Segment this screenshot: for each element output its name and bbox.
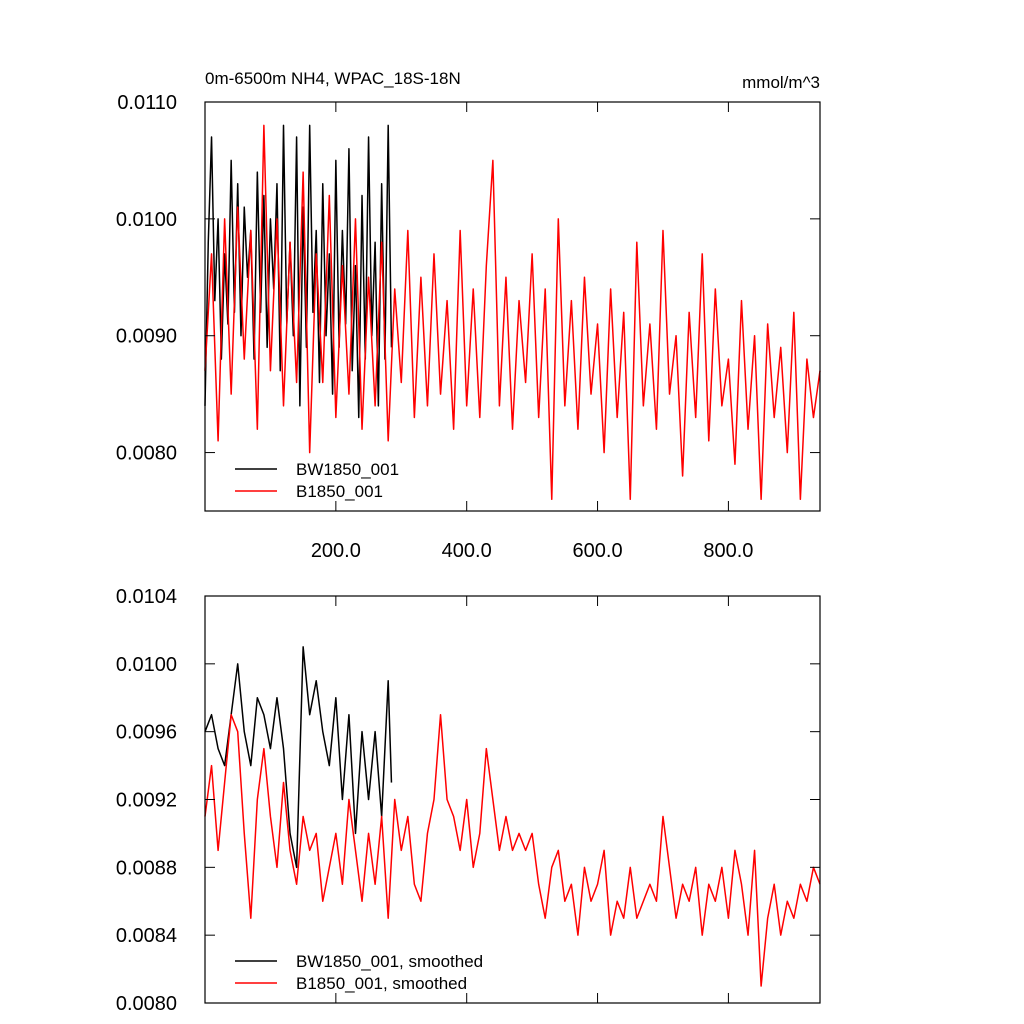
y-tick-label: 0.0100	[116, 209, 177, 231]
data-line	[204, 124, 393, 419]
legend-label: BW1850_001	[296, 460, 399, 479]
y-tick-label: 0.0100	[116, 654, 177, 676]
legend-label: BW1850_001, smoothed	[296, 952, 483, 971]
y-tick-label: 0.0088	[116, 857, 177, 879]
y-tick-label: 0.0084	[116, 925, 177, 947]
y-tick-label: 0.0110	[117, 92, 177, 114]
legend-label: B1850_001, smoothed	[296, 974, 467, 993]
units-label: mmol/m^3	[742, 73, 820, 92]
plot-frame	[204, 595, 821, 1004]
chart-title: 0m-6500m NH4, WPAC_18S-18N	[205, 69, 461, 88]
plot-frame	[204, 101, 821, 512]
x-tick-label: 600.0	[573, 540, 623, 562]
data-line	[204, 646, 393, 869]
y-tick-label: 0.0090	[116, 326, 177, 348]
legend-label: B1850_001	[296, 482, 383, 501]
x-tick-label: 400.0	[442, 540, 492, 562]
x-tick-label: 800.0	[703, 540, 753, 562]
data-line	[204, 713, 821, 987]
data-line	[204, 124, 821, 501]
y-tick-label: 0.0080	[116, 993, 177, 1015]
y-tick-label: 0.0080	[116, 443, 177, 465]
y-tick-label: 0.0096	[116, 722, 177, 744]
x-tick-label: 200.0	[311, 540, 361, 562]
y-tick-label: 0.0092	[116, 790, 177, 812]
y-tick-label: 0.0104	[116, 586, 177, 608]
